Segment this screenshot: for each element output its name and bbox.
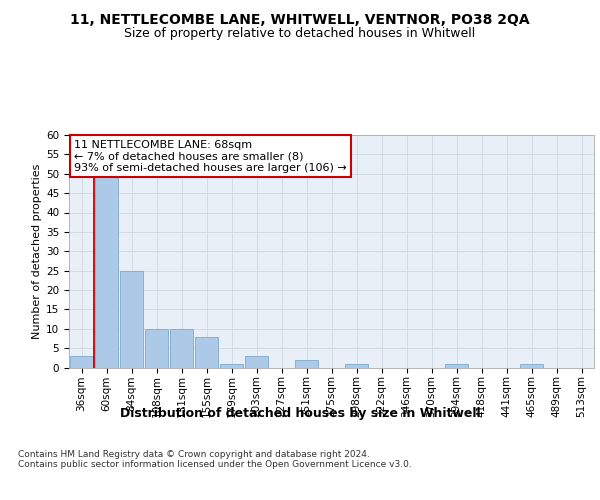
Text: Size of property relative to detached houses in Whitwell: Size of property relative to detached ho… bbox=[124, 28, 476, 40]
Text: 11, NETTLECOMBE LANE, WHITWELL, VENTNOR, PO38 2QA: 11, NETTLECOMBE LANE, WHITWELL, VENTNOR,… bbox=[70, 12, 530, 26]
Bar bbox=[145, 329, 168, 368]
Bar bbox=[520, 364, 543, 368]
Bar bbox=[70, 356, 93, 368]
Text: 11 NETTLECOMBE LANE: 68sqm
← 7% of detached houses are smaller (8)
93% of semi-d: 11 NETTLECOMBE LANE: 68sqm ← 7% of detac… bbox=[74, 140, 347, 173]
Bar bbox=[95, 174, 118, 368]
Bar bbox=[245, 356, 268, 368]
Bar bbox=[345, 364, 368, 368]
Bar bbox=[220, 364, 243, 368]
Text: Distribution of detached houses by size in Whitwell: Distribution of detached houses by size … bbox=[119, 408, 481, 420]
Bar bbox=[120, 270, 143, 368]
Bar bbox=[195, 336, 218, 368]
Bar bbox=[295, 360, 318, 368]
Text: Contains HM Land Registry data © Crown copyright and database right 2024.
Contai: Contains HM Land Registry data © Crown c… bbox=[18, 450, 412, 469]
Bar bbox=[170, 329, 193, 368]
Y-axis label: Number of detached properties: Number of detached properties bbox=[32, 164, 42, 339]
Bar bbox=[445, 364, 468, 368]
